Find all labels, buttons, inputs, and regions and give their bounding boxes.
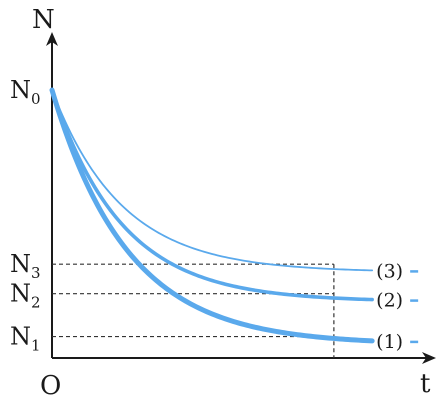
y-axis-title: N [32,5,55,35]
tick-n2-label: N2 [10,280,41,312]
series-curve-2 [50,88,374,302]
tick-n0-label: N0 [10,76,41,108]
tick-n3-label: N3 [10,250,41,282]
series-label-1: (3) [376,260,403,282]
x-axis-title: t [420,369,431,399]
origin-label: O [40,371,61,400]
series-curve-3 [49,87,375,344]
series-label-2: (2) [376,290,403,312]
y-axis-arrow-icon [46,32,58,46]
series-curve-1 [51,89,374,272]
tick-n1-label: N1 [10,323,41,355]
x-axis-arrow-icon [422,352,436,364]
series-label-3: (1) [376,331,403,353]
